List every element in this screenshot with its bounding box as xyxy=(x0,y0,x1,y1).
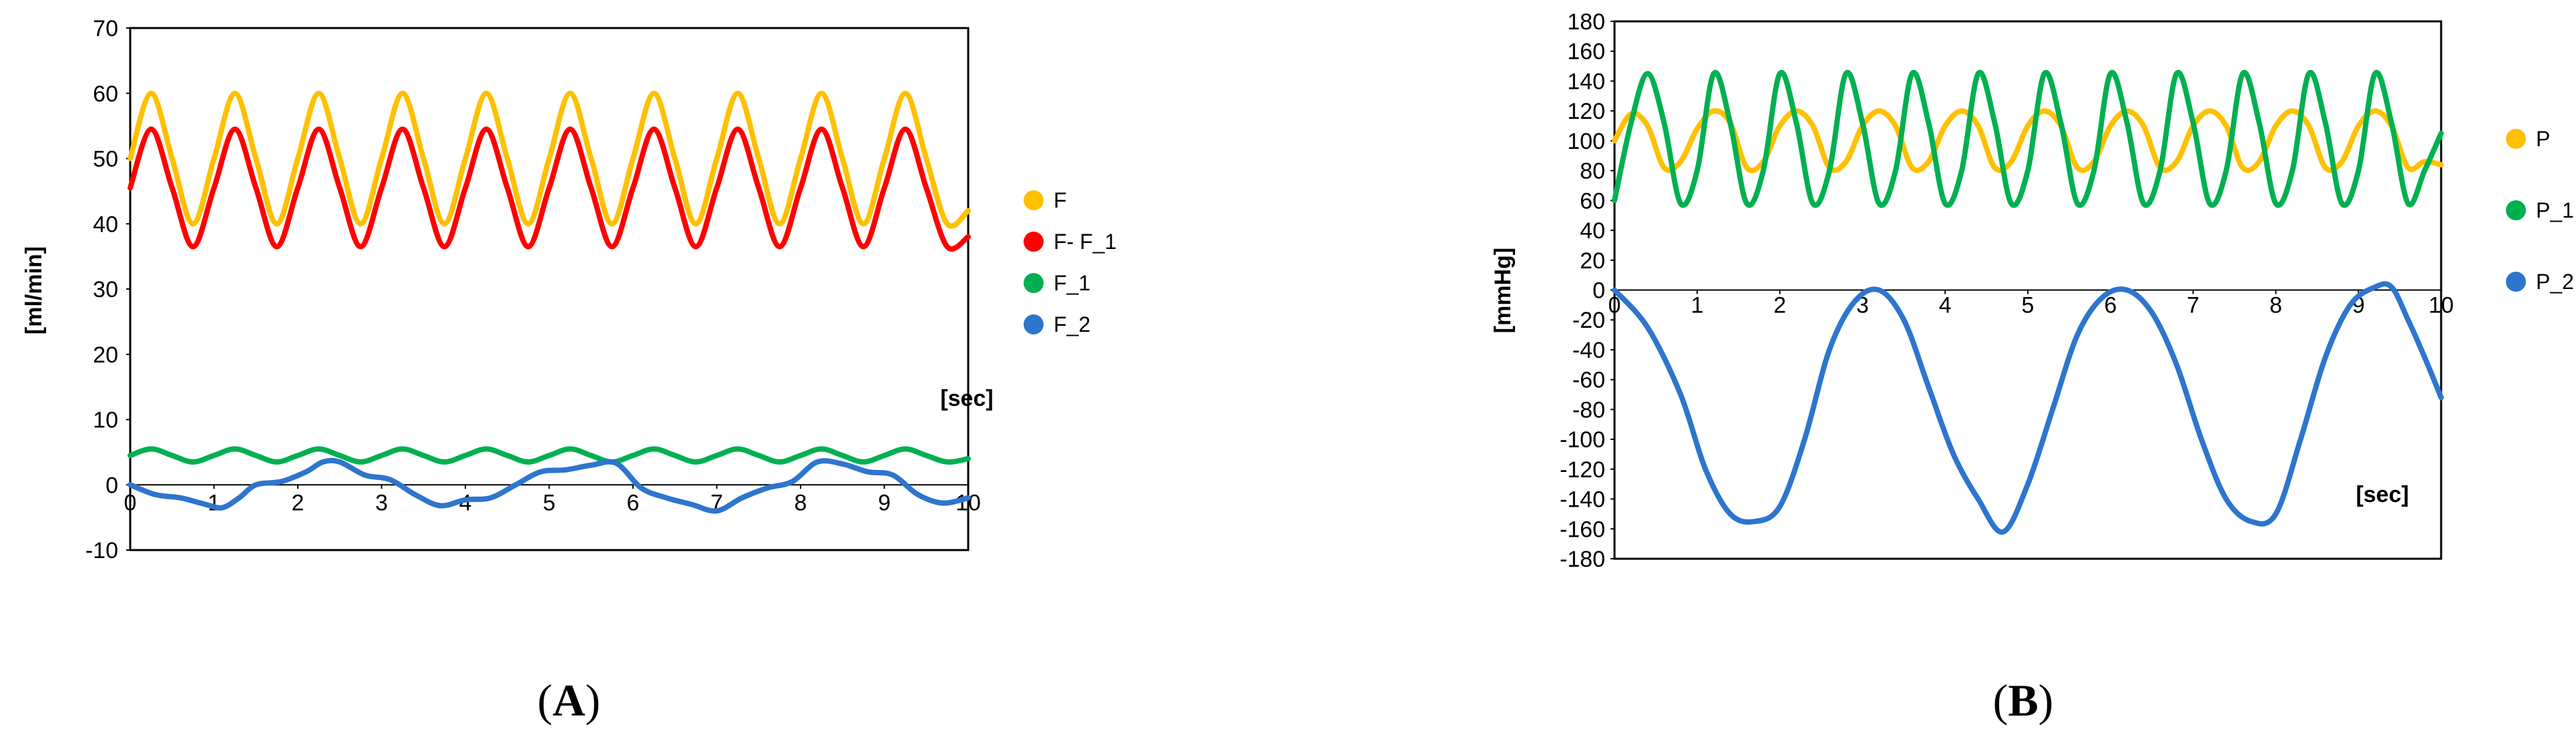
y-tick-label: -180 xyxy=(1560,547,1605,572)
series-layer xyxy=(1612,69,2444,535)
y-tick-label: 0 xyxy=(105,473,118,498)
legend-label: F_1 xyxy=(1054,271,1090,295)
y-tick-label: -80 xyxy=(1572,397,1605,423)
x-tick-label: 8 xyxy=(795,490,807,515)
series-layer xyxy=(128,90,971,514)
x-tick-label: 6 xyxy=(2104,293,2117,318)
chart-pressure: 180160140120100806040200-20-40-60-80-100… xyxy=(1490,9,2574,572)
y-tick-label: 20 xyxy=(1580,248,1605,274)
y-tick-label: 40 xyxy=(1580,218,1605,244)
y-tick-label: 10 xyxy=(93,408,118,433)
x-tick-label: 2 xyxy=(292,490,304,515)
x-tick-label: 7 xyxy=(2187,293,2199,318)
y-tick-label: 40 xyxy=(93,212,118,237)
y-tick-label: -60 xyxy=(1572,368,1605,393)
x-tick-label: 5 xyxy=(2022,293,2034,318)
y-tick-label: -160 xyxy=(1560,517,1605,542)
legend-marker xyxy=(1024,273,1044,293)
x-tick-label: 4 xyxy=(1939,293,1952,318)
y-tick-label: -10 xyxy=(85,538,118,563)
y-tick-label: 180 xyxy=(1567,9,1605,35)
y-tick-label: 30 xyxy=(93,277,118,302)
x-tick-label: 3 xyxy=(375,490,388,515)
x-tick-labels: 0 1 2 3 4 5 6 7 8 9 10 xyxy=(1608,290,2454,318)
series-line-f-f-1 xyxy=(128,126,971,252)
series-line-f xyxy=(128,90,971,229)
legend-label: P xyxy=(2536,127,2550,151)
legend-label: F_2 xyxy=(1054,312,1090,336)
series-line-p-2 xyxy=(1612,281,2444,535)
x-axis-label: [sec] xyxy=(2356,482,2408,507)
legend-label: P_1 xyxy=(2536,198,2574,222)
legend-marker xyxy=(1024,190,1044,210)
legend-marker xyxy=(2506,272,2526,292)
series-line-f-1 xyxy=(128,446,971,465)
y-tick-label: -140 xyxy=(1560,487,1605,513)
legend-label: F- F_1 xyxy=(1054,230,1116,254)
legend-marker xyxy=(1024,314,1044,334)
x-tick-label: 9 xyxy=(878,490,891,515)
x-tick-label: 0 xyxy=(124,490,137,515)
y-axis-label: [ml/min] xyxy=(21,246,47,334)
y-tick-label: -40 xyxy=(1572,338,1605,363)
x-tick-label: 10 xyxy=(2428,293,2454,318)
y-tick-label: 60 xyxy=(93,81,118,107)
legend: F F- F_1 F_1 F_2 xyxy=(1024,188,1116,336)
panel-label-b: (B) xyxy=(1993,675,2054,726)
y-tick-label: 70 xyxy=(93,16,118,41)
y-tick-label: 0 xyxy=(1592,278,1605,304)
y-tick-label: 20 xyxy=(93,342,118,368)
y-tick-label: -20 xyxy=(1572,308,1605,333)
y-tick-label: -100 xyxy=(1560,427,1605,453)
legend-label: F xyxy=(1054,188,1067,212)
legend: P P_1 P_2 xyxy=(2506,127,2574,294)
series-line-p xyxy=(1612,107,2444,174)
legend-marker xyxy=(1024,232,1044,252)
y-tick-label: 120 xyxy=(1567,99,1605,124)
series-line-f-2 xyxy=(128,457,971,514)
x-tick-label: 5 xyxy=(543,490,556,515)
legend-marker xyxy=(2506,129,2526,149)
x-tick-label: 0 xyxy=(1608,293,1621,318)
y-tick-labels: -10 0 10 20 30 40 50 60 70 xyxy=(85,16,130,563)
series-line-p-1 xyxy=(1612,69,2444,208)
y-tick-label: 80 xyxy=(1580,159,1605,184)
y-tick-label: -120 xyxy=(1560,457,1605,483)
y-axis-label: [mmHg] xyxy=(1490,248,1516,333)
y-tick-label: 60 xyxy=(1580,188,1605,214)
x-tick-labels: 0 1 2 3 4 5 6 7 8 9 10 xyxy=(124,485,981,515)
y-tick-label: 100 xyxy=(1567,129,1605,154)
y-tick-label: 160 xyxy=(1567,39,1605,65)
panel-label-a: (A) xyxy=(538,675,600,726)
y-tick-label: 50 xyxy=(93,147,118,172)
x-tick-label: 4 xyxy=(459,490,472,515)
x-tick-label: 6 xyxy=(627,490,640,515)
y-tick-label: 140 xyxy=(1567,69,1605,94)
x-tick-label: 1 xyxy=(1691,293,1703,318)
x-tick-label: 2 xyxy=(1773,293,1786,318)
legend-marker xyxy=(2506,200,2526,220)
y-tick-labels: 180 160 140 120 100 80 60 40 20 0 -20 -40 -60 -80 -100… xyxy=(1560,9,1615,572)
x-tick-label: 8 xyxy=(2270,293,2282,318)
legend-label: P_2 xyxy=(2536,270,2574,294)
x-axis-label: [sec] xyxy=(940,386,993,411)
